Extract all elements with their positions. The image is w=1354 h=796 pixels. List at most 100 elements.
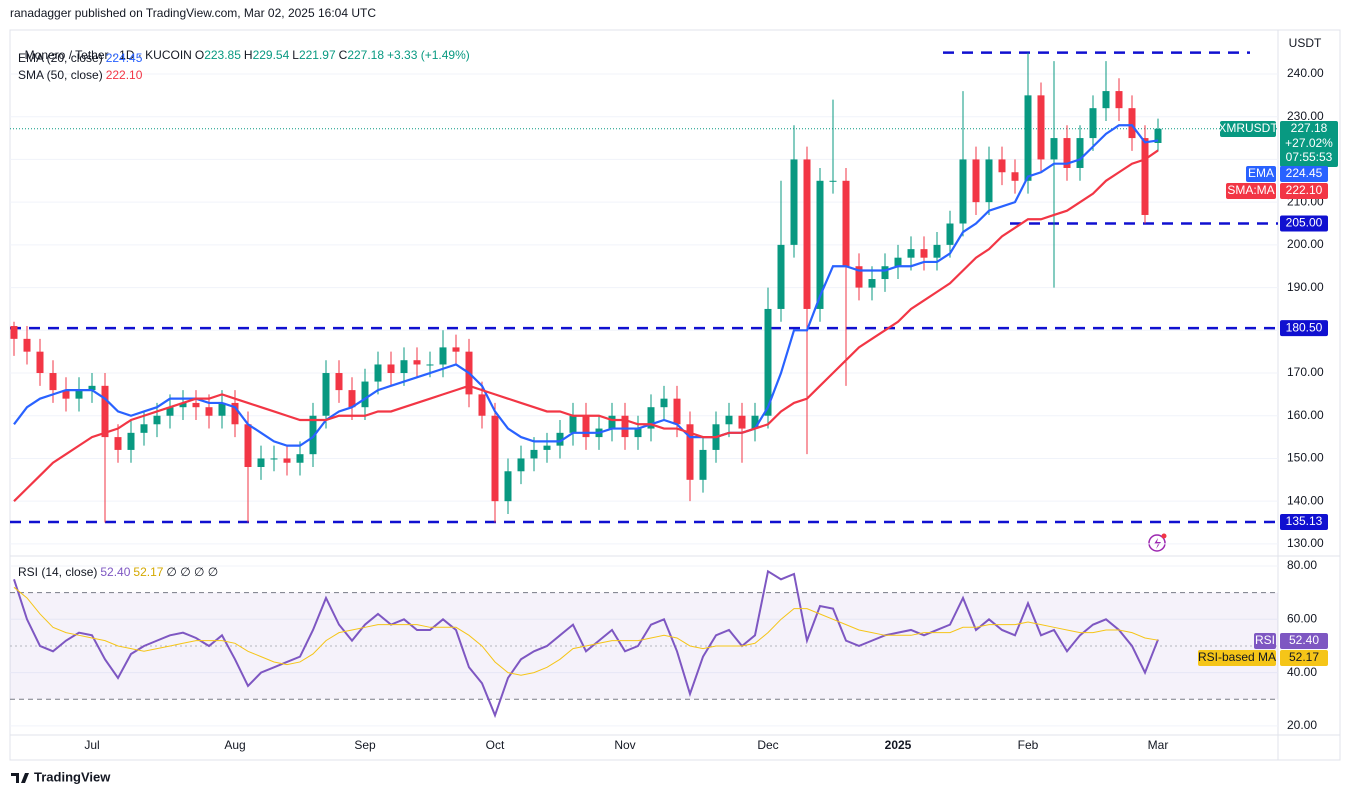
candle-body bbox=[62, 390, 70, 399]
candle-body bbox=[153, 415, 161, 425]
ema-value-tag-label: 224.45 bbox=[1286, 166, 1323, 180]
candle-body bbox=[192, 402, 200, 408]
candle-body bbox=[1141, 138, 1149, 215]
axis-unit: USDT bbox=[1289, 36, 1322, 50]
y-tick-label: 80.00 bbox=[1287, 558, 1317, 572]
x-tick-label: Sep bbox=[354, 738, 376, 752]
ema-tag bbox=[1246, 166, 1276, 182]
candle-body bbox=[777, 244, 785, 309]
level-tag-label: 180.50 bbox=[1286, 320, 1323, 334]
x-tick-label: 2025 bbox=[885, 738, 912, 752]
candle-body bbox=[530, 449, 538, 459]
candle-body bbox=[75, 390, 83, 399]
candle-body bbox=[608, 415, 616, 429]
candle-body bbox=[556, 432, 564, 446]
candle-body bbox=[1154, 128, 1162, 143]
ohlc-value: 223.85 bbox=[204, 48, 241, 62]
candle-body bbox=[972, 159, 980, 203]
candle-body bbox=[842, 180, 850, 267]
ohlc-letter: H bbox=[243, 48, 253, 62]
candle-body bbox=[88, 385, 96, 391]
candle-body bbox=[725, 415, 733, 425]
frame bbox=[9, 29, 1341, 761]
candle-body bbox=[205, 407, 213, 416]
y-tick-label: 150.00 bbox=[1287, 451, 1324, 465]
candle-body bbox=[985, 159, 993, 203]
candle-body bbox=[270, 458, 278, 460]
candle-body bbox=[10, 326, 18, 339]
candle-body bbox=[478, 394, 486, 416]
rsi-ma-tag bbox=[1198, 650, 1276, 666]
legend-rsi: RSI (14, close) 52.40 52.17 ∅ ∅ ∅ ∅ bbox=[18, 565, 221, 579]
candle-body bbox=[881, 266, 889, 280]
candle-body bbox=[933, 244, 941, 258]
candle-body bbox=[335, 373, 343, 391]
legend-value: 52.40 bbox=[100, 565, 131, 579]
x-tick-label: Feb bbox=[1018, 738, 1039, 752]
candle-body bbox=[647, 407, 655, 429]
candle-body bbox=[946, 223, 954, 245]
legend-name: EMA (20, close) bbox=[18, 51, 103, 65]
candle-body bbox=[790, 159, 798, 245]
candle-body bbox=[738, 415, 746, 429]
y-tick-label: 60.00 bbox=[1287, 611, 1317, 625]
candle-body bbox=[49, 373, 57, 391]
candle-body bbox=[491, 415, 499, 502]
candle-body bbox=[140, 424, 148, 433]
candle-body bbox=[452, 347, 460, 352]
sma-value-tag-label: 222.10 bbox=[1286, 183, 1323, 197]
y-tick-label: 160.00 bbox=[1287, 408, 1324, 422]
legend-name: RSI (14, close) bbox=[18, 565, 98, 579]
logo bbox=[11, 773, 29, 783]
candle-body bbox=[439, 347, 447, 365]
y-tick-label: 20.00 bbox=[1287, 718, 1317, 732]
candle-body bbox=[101, 385, 109, 438]
y-tick-label: 130.00 bbox=[1287, 536, 1324, 550]
candle-body bbox=[699, 449, 707, 480]
price-tag-change: +27.02% bbox=[1285, 136, 1333, 150]
price-tag-countdown: 07:55:53 bbox=[1286, 150, 1333, 164]
candle-body bbox=[621, 415, 629, 438]
candle-body bbox=[959, 159, 967, 224]
rsi-ma-tag-label: RSI-based MA bbox=[1198, 650, 1276, 664]
y-tick-label: 230.00 bbox=[1287, 109, 1324, 123]
level-tag bbox=[1280, 215, 1328, 232]
x-tick-label: Mar bbox=[1148, 738, 1169, 752]
ohlc-letter: C bbox=[338, 48, 348, 62]
x-tick-label: Aug bbox=[224, 738, 245, 752]
rsi-value-tag bbox=[1280, 633, 1328, 649]
candle-body bbox=[855, 266, 863, 288]
change: +3.33 (+1.49%) bbox=[387, 48, 470, 62]
level-tag bbox=[1280, 513, 1328, 530]
level-tag bbox=[1280, 320, 1328, 337]
sma-tag bbox=[1226, 183, 1276, 199]
candle-body bbox=[1102, 91, 1110, 109]
rsi-ma-value-tag bbox=[1280, 650, 1328, 666]
price-tag-value: 227.18 bbox=[1291, 121, 1328, 135]
y-tick-label: 170.00 bbox=[1287, 365, 1324, 379]
candle-body bbox=[634, 428, 642, 438]
candle-body bbox=[231, 402, 239, 425]
symbol: Monero / Tether · 1D · KUCOIN bbox=[24, 48, 192, 62]
candle-body bbox=[829, 180, 837, 182]
y-tick-label: 40.00 bbox=[1287, 665, 1317, 679]
candle-body bbox=[296, 454, 304, 463]
sma-value-tag bbox=[1280, 183, 1328, 199]
candle-body bbox=[374, 364, 382, 382]
header: ranadagger published on TradingView.com,… bbox=[10, 6, 376, 20]
y-tick-label: 240.00 bbox=[1287, 66, 1324, 80]
candle-body bbox=[1011, 172, 1019, 181]
candle-body bbox=[751, 415, 759, 429]
candle-body bbox=[179, 402, 187, 408]
footer-logo: TradingView bbox=[34, 769, 111, 784]
candle-body bbox=[569, 415, 577, 433]
candle-body bbox=[894, 257, 902, 267]
rsi-ma-value-tag-label: 52.17 bbox=[1289, 650, 1319, 664]
legend-sma: SMA (50, close) 222.10 bbox=[18, 68, 145, 82]
candle-body bbox=[673, 398, 681, 425]
ema-value-tag bbox=[1280, 166, 1328, 182]
legend-name: SMA (50, close) bbox=[18, 68, 103, 82]
candle-body bbox=[257, 458, 265, 468]
candle-body bbox=[1024, 95, 1032, 181]
